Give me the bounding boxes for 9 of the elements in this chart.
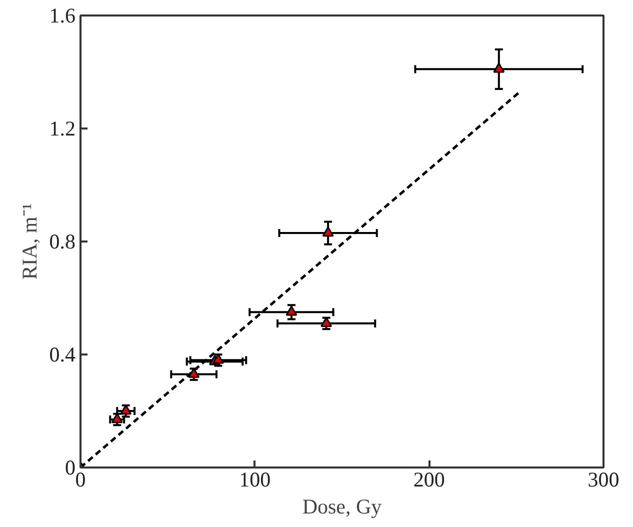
x-tick-label: 200	[413, 468, 445, 492]
y-tick-label: 1.6	[49, 4, 76, 28]
x-axis-title: Dose, Gy	[302, 494, 382, 518]
x-tick-label: 100	[239, 468, 271, 492]
y-tick-label: 1.2	[49, 116, 76, 140]
y-axis-title: RIA, m⁻¹	[17, 203, 42, 280]
x-tick-label: 300	[588, 468, 620, 492]
y-tick-label: 0.4	[49, 342, 76, 366]
y-tick-label: 0.8	[49, 230, 76, 254]
